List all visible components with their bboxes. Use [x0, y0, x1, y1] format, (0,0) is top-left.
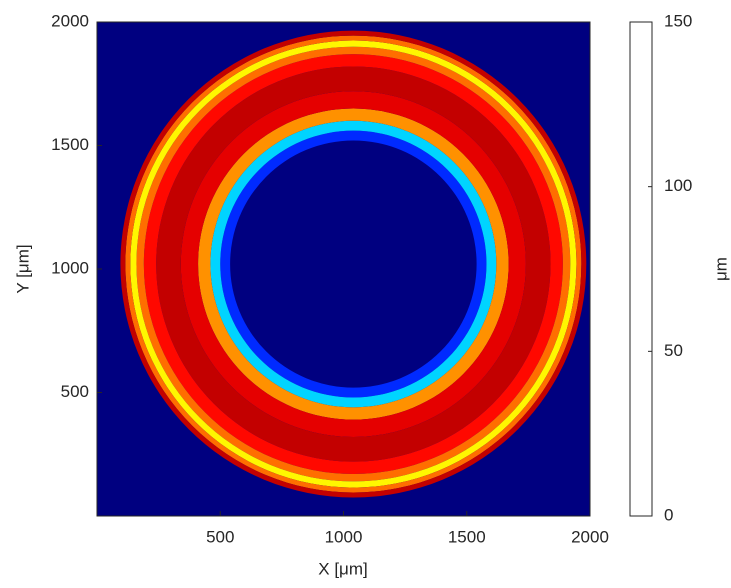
y-tick-label: 2000 [51, 11, 89, 30]
colorbar-tick-label: 0 [664, 505, 673, 524]
x-axis-label: X [μm] [318, 559, 367, 578]
x-tick-label: 1500 [448, 527, 486, 546]
y-tick-label: 500 [61, 382, 89, 401]
plot-area [97, 22, 590, 516]
colorbar-tick-label: 100 [664, 176, 692, 195]
x-tick-label: 1000 [325, 527, 363, 546]
colorbar-label: μm [711, 257, 730, 281]
colorbar-tick-label: 150 [664, 11, 692, 30]
y-tick-label: 1000 [51, 258, 89, 277]
x-tick-label: 500 [206, 527, 234, 546]
colorbar-tick-label: 50 [664, 341, 683, 360]
y-tick-label: 1500 [51, 135, 89, 154]
y-axis-label: Y [μm] [13, 244, 32, 293]
colorbar [629, 21, 653, 517]
x-tick-label: 2000 [571, 527, 609, 546]
heatmap-ring [230, 140, 477, 388]
